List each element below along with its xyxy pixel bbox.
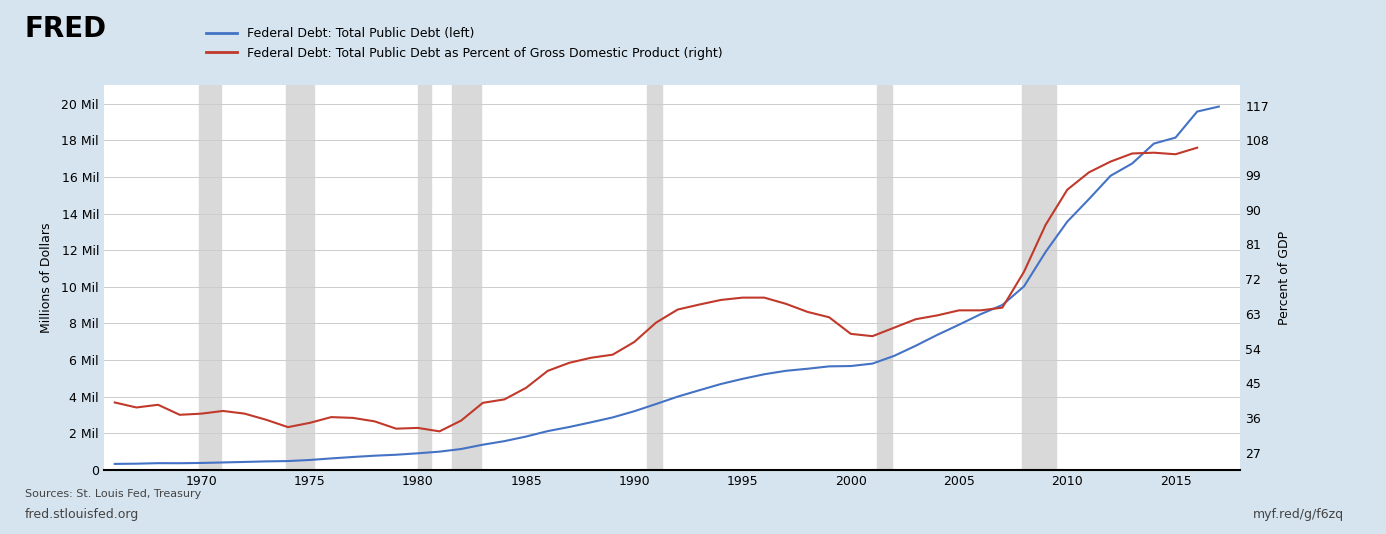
Bar	[200, 85, 220, 470]
Bar	[452, 85, 481, 470]
Bar	[877, 85, 893, 470]
Bar	[417, 85, 431, 470]
Text: myf.red/g/f6zq: myf.red/g/f6zq	[1253, 508, 1344, 521]
Text: Sources: St. Louis Fed, Treasury: Sources: St. Louis Fed, Treasury	[25, 489, 201, 499]
Text: fred.stlouisfed.org: fred.stlouisfed.org	[25, 508, 139, 521]
Bar	[286, 85, 315, 470]
Bar	[1021, 85, 1056, 470]
Text: FRED: FRED	[25, 15, 107, 43]
Legend: Federal Debt: Total Public Debt (left), Federal Debt: Total Public Debt as Perce: Federal Debt: Total Public Debt (left), …	[201, 22, 728, 65]
Y-axis label: Millions of Dollars: Millions of Dollars	[40, 223, 53, 333]
Y-axis label: Percent of GDP: Percent of GDP	[1278, 231, 1290, 325]
Bar	[647, 85, 663, 470]
